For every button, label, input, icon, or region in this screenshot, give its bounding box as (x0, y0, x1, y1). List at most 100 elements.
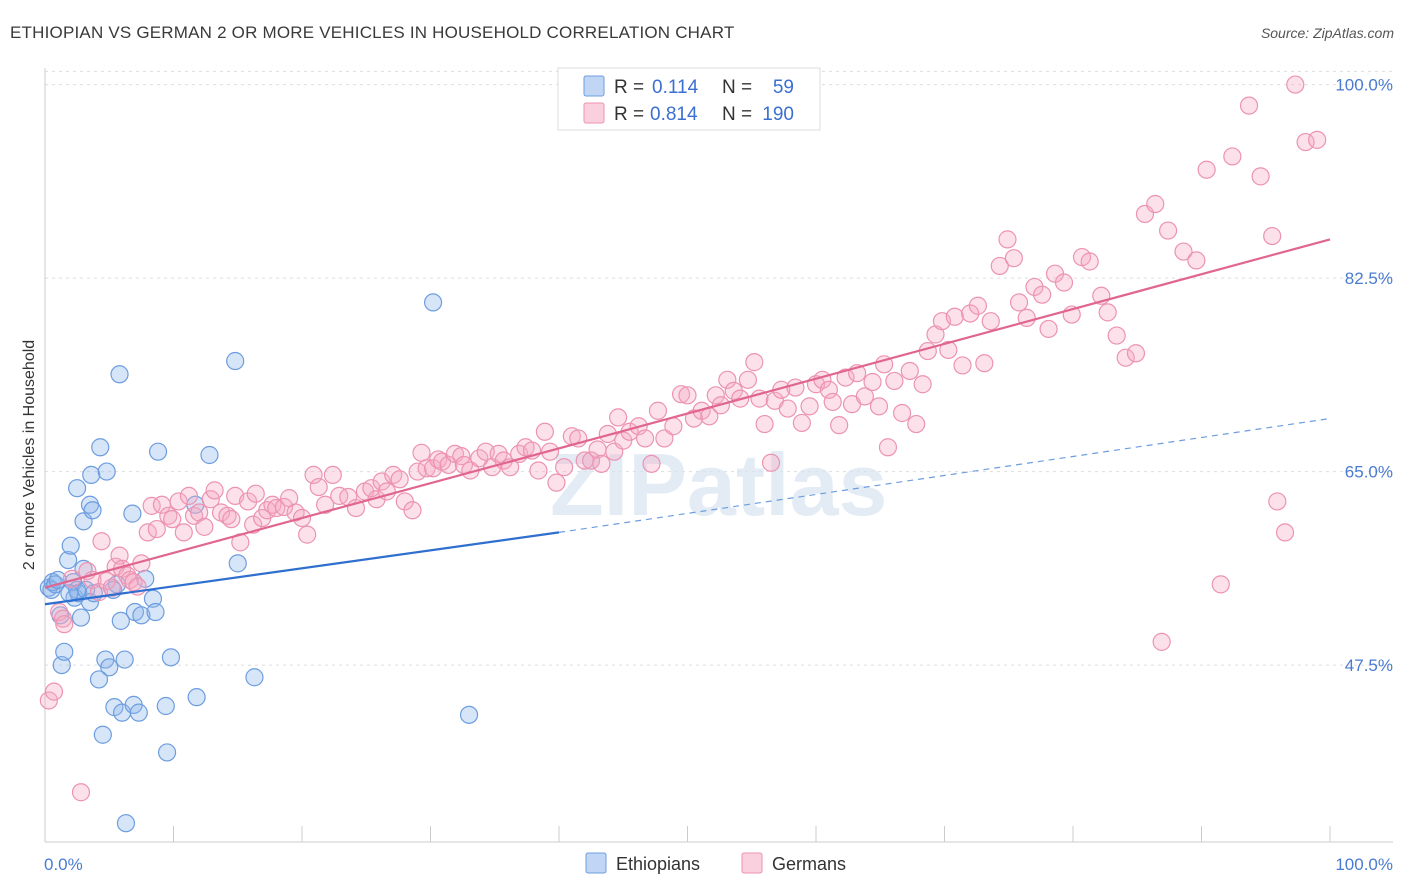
ethiopians-point (156, 696, 175, 716)
germans-point (878, 438, 898, 457)
germans-point (246, 484, 265, 503)
ethiopians-point (148, 442, 168, 461)
germans-point (205, 481, 224, 500)
germans-point (44, 682, 64, 701)
y-tick-label: 82.5% (1345, 269, 1393, 288)
bottom-legend-swatch-ethiopians (585, 852, 607, 874)
y-axis-label: 2 or more Vehicles in Household (21, 340, 38, 570)
germans-point (169, 492, 188, 511)
germans-point (372, 472, 391, 491)
legend-bottom: Ethiopians Germans (585, 852, 846, 874)
germans-point (1296, 132, 1315, 152)
germans-point (55, 615, 74, 634)
germans-point (1308, 130, 1327, 149)
y-tick-labels: 47.5% 65.0% 82.5% 100.0% (1335, 76, 1393, 675)
ethiopians-point (89, 670, 109, 689)
germans-point (1054, 273, 1074, 292)
germans-point (1039, 319, 1058, 339)
germans-point (102, 578, 121, 597)
germans-point (592, 454, 611, 473)
germans-point (163, 510, 182, 529)
ethiopians-point (226, 351, 245, 371)
ethiopians-point (115, 650, 134, 669)
germans-point (1251, 167, 1270, 186)
germans-point (582, 451, 601, 470)
legend-swatch-germans (583, 102, 605, 124)
germans-point (1239, 96, 1259, 115)
germans-point (953, 356, 972, 375)
ethiopians-point (228, 554, 247, 573)
legend-top: R = 0.114 N = 59 R = 0.814 N = 190 (557, 67, 821, 131)
germans-point (71, 783, 91, 802)
germans-point (323, 465, 342, 485)
germans-point (555, 458, 574, 477)
x-tick-label-max: 100.0% (1335, 855, 1393, 874)
ethiopians-point (423, 293, 443, 312)
germans-point (1126, 344, 1146, 363)
germans-point (635, 429, 655, 448)
x-tick-label-min: 0.0% (44, 855, 83, 874)
ethiopians-point (48, 570, 67, 590)
ethiopians-point (83, 501, 102, 520)
germans-point (892, 403, 912, 423)
series-ethiopians (39, 293, 479, 833)
germans-point (547, 473, 566, 492)
germans-point (439, 455, 458, 475)
ethiopians-point (93, 725, 112, 744)
y-tick-label: 100.0% (1335, 76, 1393, 95)
ethiopians-point (110, 365, 129, 384)
germans-point (1263, 226, 1282, 246)
legend-r-value-germans: 0.814 (650, 104, 698, 125)
germans-point (110, 546, 129, 565)
germans-point (1211, 575, 1230, 594)
ethiopians-point (161, 648, 181, 667)
ethiopians-point (100, 658, 119, 677)
germans-point (706, 386, 725, 405)
germans-point (179, 486, 199, 506)
germans-point (412, 443, 431, 462)
germans-point (863, 372, 882, 392)
germans-point (981, 312, 1000, 331)
germans-point (655, 429, 674, 448)
legend-r-label-germans: R = (614, 104, 644, 125)
germans-point (778, 399, 797, 418)
germans-point (1025, 277, 1044, 297)
chart-source: Source: ZipAtlas.com (1261, 25, 1394, 41)
germans-point (1098, 303, 1117, 322)
trend-lines (44, 238, 1331, 606)
germans-point (201, 490, 220, 509)
germans-point (174, 523, 193, 542)
bottom-legend-label-ethiopians: Ethiopians (616, 854, 700, 874)
ethiopians-point (111, 611, 130, 630)
germans-point (718, 370, 737, 389)
germans-point (1197, 160, 1216, 179)
germans-point (1187, 251, 1206, 270)
germans-point (274, 497, 294, 517)
germans-point (1268, 492, 1287, 511)
series-germans (39, 75, 1327, 802)
ethiopians-point (129, 703, 148, 722)
germans-point (1116, 348, 1135, 367)
germans-point (609, 408, 628, 427)
y-tick-label: 65.0% (1345, 463, 1393, 482)
germans-point (470, 449, 489, 468)
ethiopians-trend-line (44, 531, 560, 606)
germans-point (945, 307, 964, 326)
legend-n-label-germans: N = (722, 104, 752, 125)
germans-point (390, 470, 409, 489)
germans-point (678, 386, 697, 405)
germans-point (664, 417, 683, 436)
ethiopians-point (82, 465, 101, 485)
ethiopians-point (146, 602, 165, 622)
ethiopians-point (52, 655, 71, 675)
germans-point (745, 353, 764, 372)
germans-point (792, 413, 811, 433)
germans-point (309, 477, 328, 497)
legend-n-label-ethiopians: N = (722, 77, 752, 98)
germans-point (195, 517, 214, 536)
ethiopians-point (97, 462, 116, 481)
germans-point (968, 296, 988, 315)
bottom-legend-label-germans: Germans (772, 854, 846, 874)
germans-point (939, 340, 958, 360)
